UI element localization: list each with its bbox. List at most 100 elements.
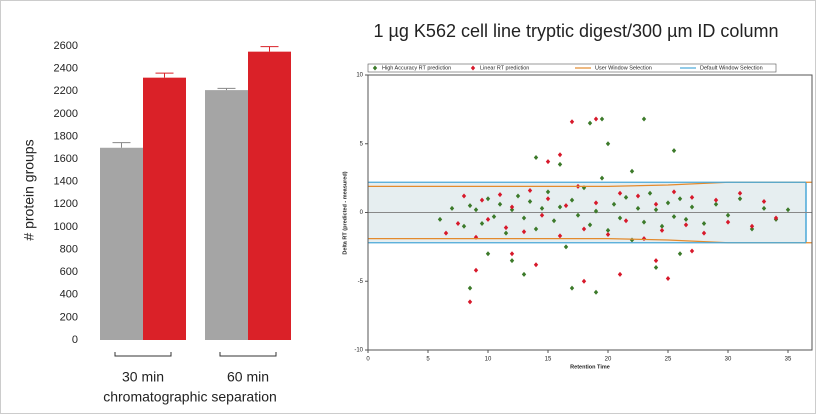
error-bar xyxy=(217,87,236,91)
point xyxy=(539,205,545,211)
point xyxy=(569,285,575,291)
point xyxy=(683,222,689,228)
point xyxy=(509,204,515,210)
point xyxy=(587,120,593,126)
y-axis-label: Delta RT (predicted - measured) xyxy=(342,171,348,254)
point xyxy=(617,215,623,221)
legend-swatch xyxy=(470,65,476,71)
point xyxy=(737,190,743,196)
y-tick-label: 1800 xyxy=(54,130,78,142)
point xyxy=(635,205,641,211)
point xyxy=(725,212,731,218)
x-tick-label: 30 min xyxy=(122,369,164,385)
point xyxy=(503,225,509,231)
y-tick-label: 400 xyxy=(60,289,78,301)
point xyxy=(509,251,515,257)
bar xyxy=(248,51,291,341)
legend-swatch xyxy=(372,65,378,71)
point xyxy=(563,203,569,209)
point xyxy=(557,161,563,167)
bar xyxy=(205,90,248,340)
point xyxy=(653,265,659,270)
point xyxy=(545,189,551,195)
point xyxy=(449,205,455,211)
error-bar xyxy=(260,46,279,52)
point xyxy=(593,208,599,214)
point xyxy=(485,216,491,222)
point xyxy=(689,204,695,210)
point xyxy=(689,194,695,200)
y-tick-label: 5 xyxy=(360,141,364,147)
point xyxy=(653,207,659,213)
point xyxy=(671,214,677,220)
point xyxy=(557,152,563,158)
point xyxy=(497,201,503,207)
legend-label: User Window Selection xyxy=(595,65,652,71)
point xyxy=(761,205,767,211)
point xyxy=(725,219,731,225)
point xyxy=(701,221,707,226)
point xyxy=(467,203,473,209)
point xyxy=(641,219,647,225)
point xyxy=(461,193,467,199)
point xyxy=(635,193,641,199)
x-tick-label: 5 xyxy=(426,357,430,363)
point xyxy=(665,276,671,281)
legend-label: Default Window Selection xyxy=(700,65,763,71)
point xyxy=(509,258,515,264)
y-tick-label: 800 xyxy=(60,243,78,255)
bracket xyxy=(114,352,172,357)
point xyxy=(569,197,575,203)
point xyxy=(551,218,557,224)
point xyxy=(581,226,587,232)
point xyxy=(671,148,677,154)
y-tick-label: 1000 xyxy=(54,221,78,233)
x-tick-label: 25 xyxy=(665,357,672,363)
point xyxy=(599,175,605,181)
point xyxy=(623,194,629,200)
error-bar xyxy=(155,72,174,78)
point xyxy=(533,226,539,232)
point xyxy=(521,215,527,221)
y-axis-label: # protein groups xyxy=(21,139,37,240)
point xyxy=(473,267,479,273)
point xyxy=(749,226,755,232)
y-tick-label: 600 xyxy=(60,266,78,278)
bracket xyxy=(219,352,277,357)
point xyxy=(509,207,515,213)
y-tick-label: 2200 xyxy=(54,85,78,97)
y-tick-label: 2000 xyxy=(54,108,78,120)
point xyxy=(485,196,491,202)
point xyxy=(557,233,563,239)
point xyxy=(599,116,605,122)
x-tick-label: 10 xyxy=(485,357,492,363)
legend-box xyxy=(367,63,777,73)
point xyxy=(737,196,743,202)
x-tick-label: 0 xyxy=(366,357,370,363)
point xyxy=(641,116,647,122)
x-tick-label: 15 xyxy=(545,357,552,363)
bar xyxy=(143,77,186,341)
y-tick-label: 2400 xyxy=(54,63,78,75)
point xyxy=(515,193,521,199)
point xyxy=(677,251,683,257)
x-tick-label: 35 xyxy=(785,357,792,363)
point xyxy=(617,190,623,196)
point xyxy=(713,197,719,203)
point xyxy=(671,189,677,195)
legend-label: High Accuracy RT prediction xyxy=(382,65,451,71)
point xyxy=(605,141,611,147)
point xyxy=(653,258,659,264)
point xyxy=(545,159,551,165)
point xyxy=(629,168,635,174)
point xyxy=(557,204,563,210)
plot xyxy=(368,116,812,305)
point xyxy=(713,201,719,207)
legend-label: Linear RT prediction xyxy=(480,65,529,71)
point xyxy=(491,214,497,220)
point xyxy=(521,229,527,235)
point xyxy=(623,218,629,224)
point xyxy=(545,196,551,202)
point xyxy=(461,223,467,229)
